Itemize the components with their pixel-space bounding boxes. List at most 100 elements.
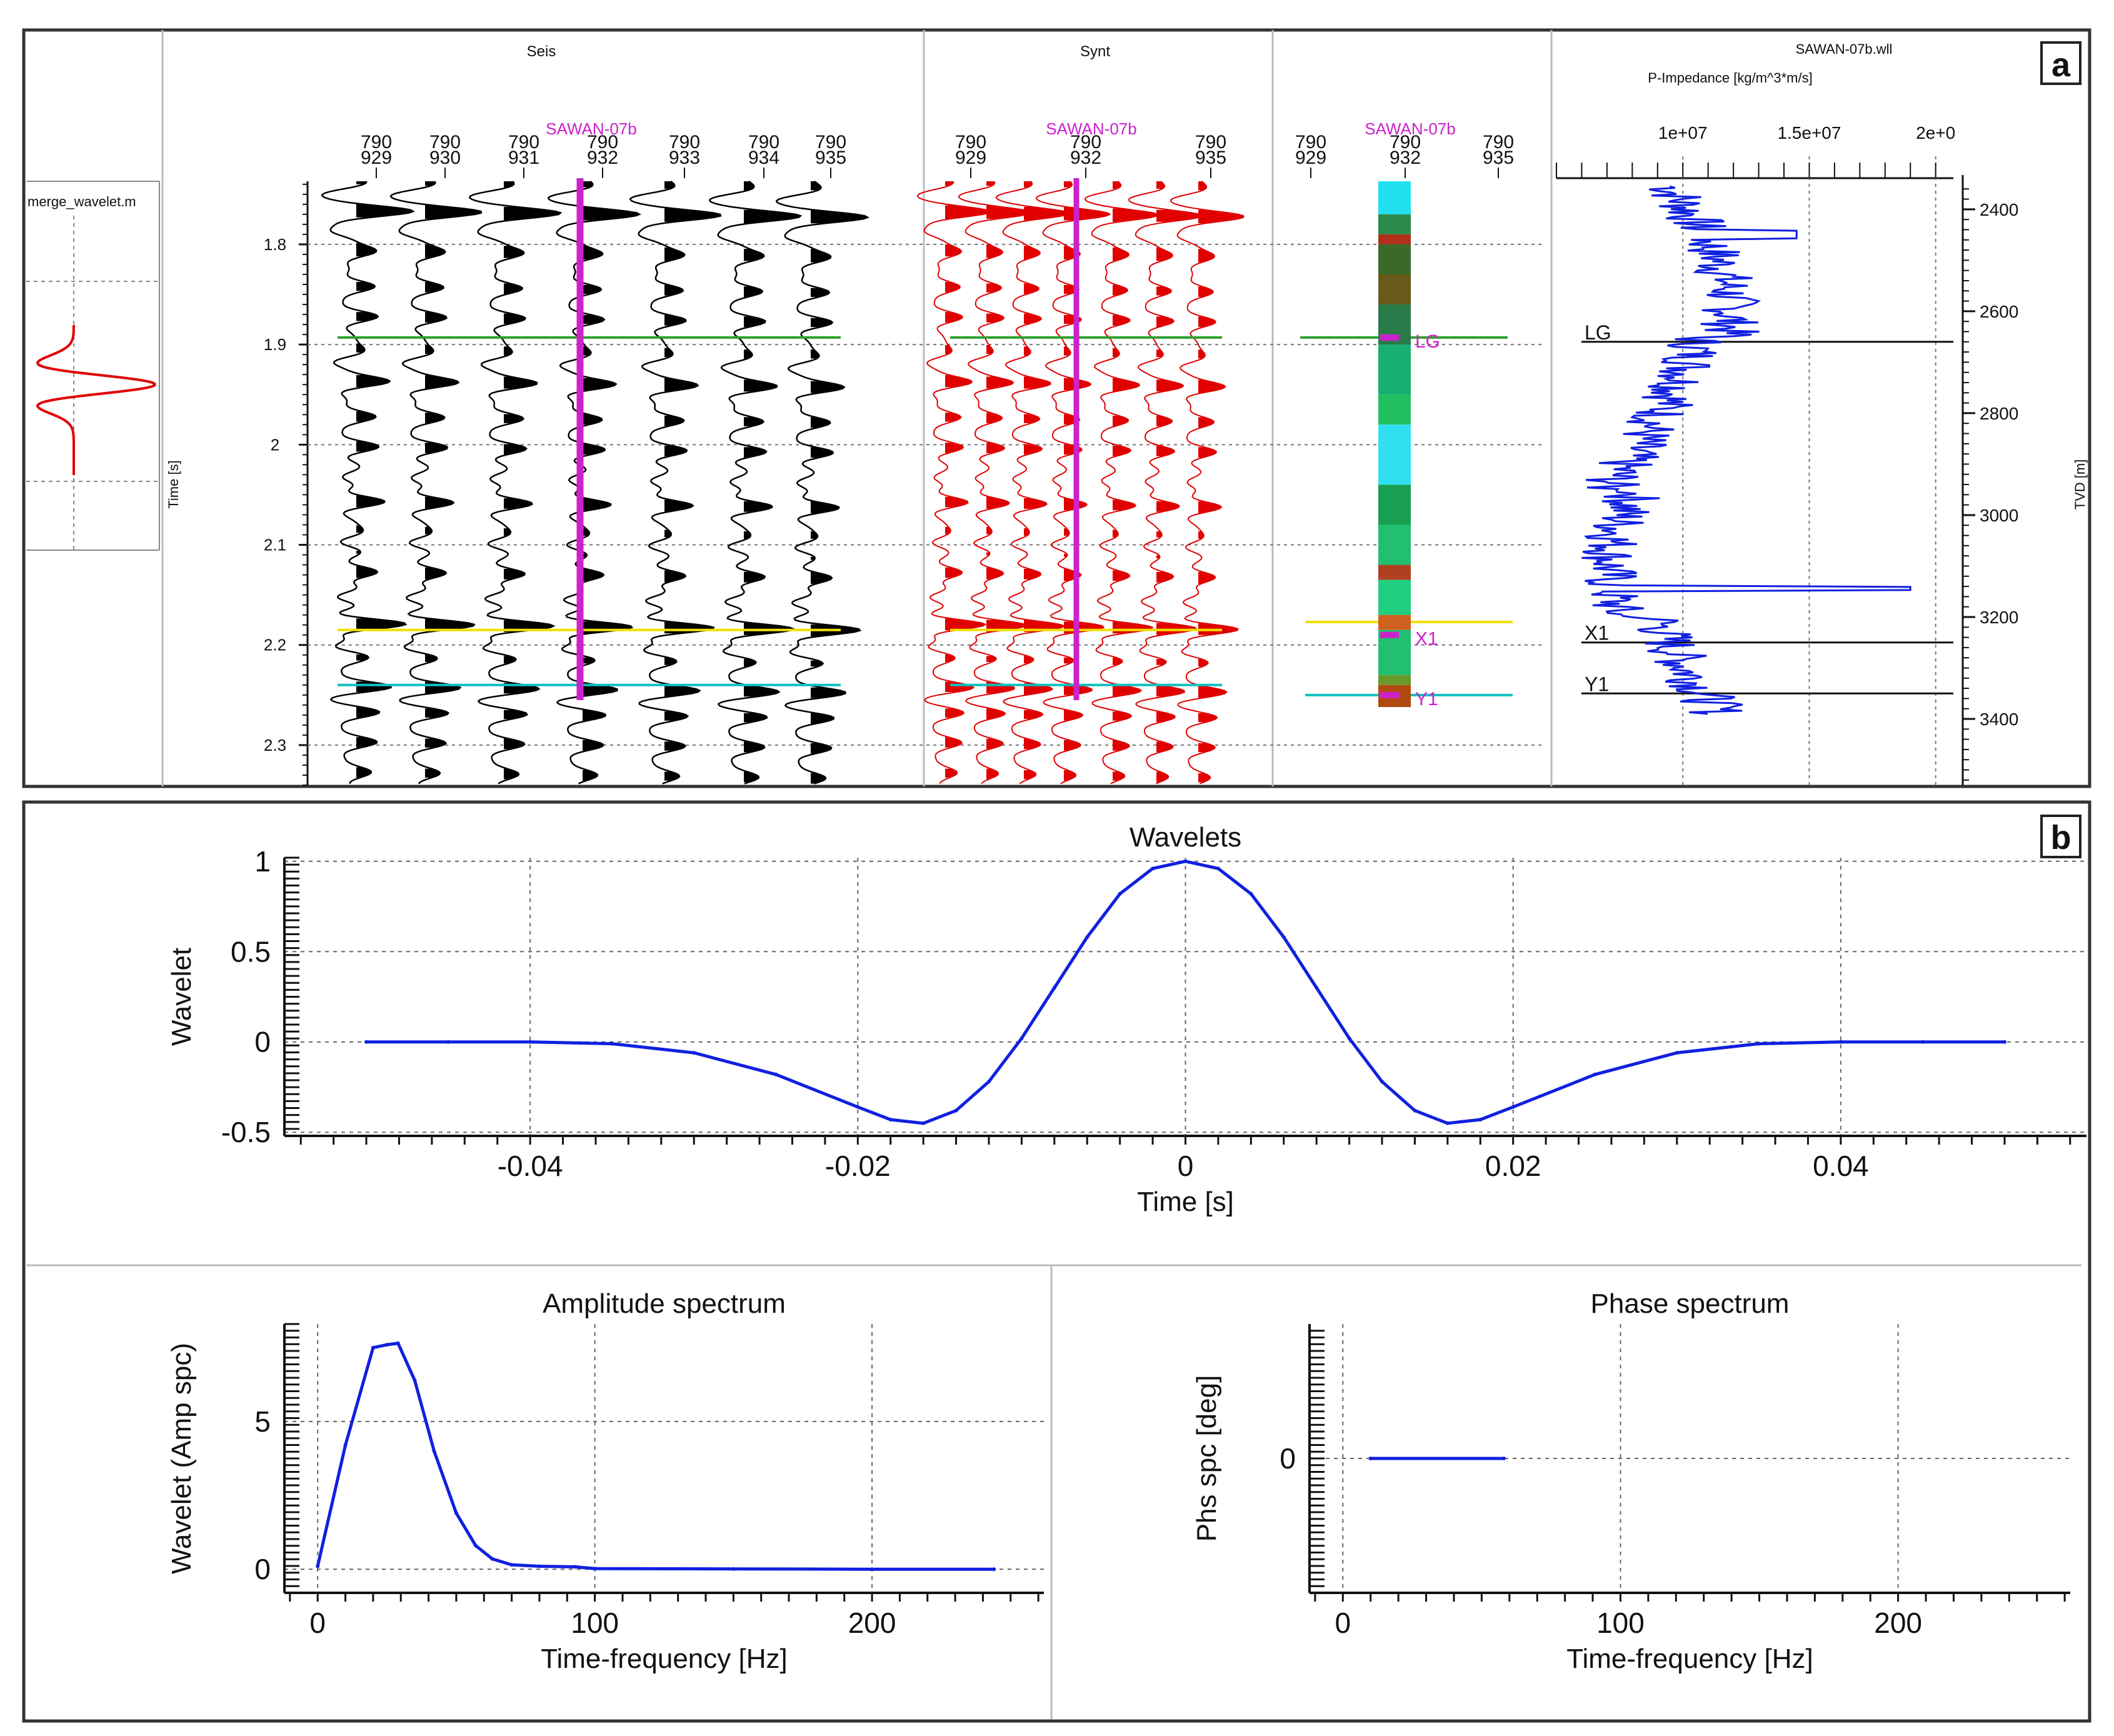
trace-fill: [744, 417, 764, 426]
trace-wiggle: [629, 181, 722, 785]
trace-fill: [744, 659, 756, 667]
x-tick-label: 0: [309, 1607, 326, 1639]
trace-fill: [811, 660, 823, 667]
well-marker-tick: [1380, 631, 1399, 638]
data-point: [1216, 866, 1220, 871]
phase-spectrum-chart: Phase spectrum 0 100 200 0 Time-frequency [Hz…: [1191, 1288, 2070, 1674]
trace-fill: [583, 414, 603, 425]
trace-fill: [356, 767, 371, 778]
trace-fill: [811, 556, 815, 560]
trace-wiggle: [1084, 181, 1159, 785]
well-marker-tick: [1380, 691, 1399, 698]
trace-fill: [945, 496, 968, 508]
trace-fill: [945, 768, 958, 778]
trace-fill: [356, 707, 379, 718]
y-tick-label: 1: [254, 845, 271, 878]
trace-fill: [811, 447, 833, 458]
trace-fill: [1064, 528, 1070, 536]
trace-fill: [1113, 284, 1128, 296]
litho-block: [1378, 394, 1411, 425]
mini-wavelet-panel: merge_wavelet.m: [26, 181, 160, 551]
trace-fill: [744, 249, 764, 261]
trace-fill: [1156, 415, 1173, 426]
data-point: [473, 1543, 478, 1548]
data-point: [343, 1443, 348, 1447]
data-point: [528, 1040, 533, 1044]
panel-a-label-box: [2040, 41, 2081, 85]
trace-fill: [1064, 181, 1073, 188]
trace-header-inline: 790: [429, 132, 461, 153]
litho-block: [1378, 181, 1411, 214]
time-tick-label: 2.2: [264, 636, 286, 655]
trace-fill: [1156, 741, 1173, 753]
trace-fill: [744, 349, 753, 359]
trace-fill: [1024, 770, 1036, 780]
y-axis-label: Wavelet: [166, 948, 197, 1046]
data-point: [446, 1040, 451, 1044]
log-subtitle: P-Impedance [kg/m^3*m/s]: [1648, 70, 1812, 86]
trace-header-inline: 790: [1483, 132, 1514, 153]
well-column-markers: LG X1 Y1: [1380, 331, 1440, 710]
trace-fill: [811, 209, 868, 224]
data-point: [921, 1121, 926, 1125]
wavelet-chart: Wavelets -0.04 -0.02 0 0.02 0.04 1 0.5 0 -0.5 Time…: [166, 822, 2086, 1217]
trace-fill: [1198, 249, 1215, 263]
trace-fill: [425, 654, 438, 662]
trace-fill: [356, 282, 375, 291]
x-tick-label: 200: [848, 1607, 896, 1639]
trace-fill: [986, 567, 1004, 580]
data-point: [1593, 1072, 1597, 1076]
trace-fill: [811, 349, 819, 359]
data-point: [1380, 1080, 1385, 1084]
trace-fill: [1024, 181, 1033, 188]
trace-fill: [1064, 770, 1076, 781]
trace-fill: [1024, 283, 1039, 294]
data-point: [1347, 1036, 1351, 1040]
data-point: [692, 1051, 696, 1055]
trace-fill: [1198, 181, 1207, 191]
depth-axis-label: TVD [m]: [2072, 459, 2088, 510]
trace-fill: [664, 657, 677, 665]
data-point: [537, 1564, 541, 1568]
data-point: [1838, 1040, 1843, 1044]
trace-fill: [504, 656, 516, 664]
trace-fill: [744, 531, 751, 539]
trace-fill: [504, 414, 524, 423]
trace-header-number: 932: [587, 148, 618, 168]
data-point: [731, 1567, 736, 1571]
trace-fill: [583, 444, 605, 455]
trace-fill: [504, 181, 514, 188]
trace-fill: [986, 181, 995, 186]
trace-fill: [811, 501, 839, 514]
trace-fill: [1024, 569, 1041, 580]
trace-fill: [1064, 346, 1071, 356]
data-point: [1675, 1051, 1679, 1055]
synt-title: Synt: [1080, 43, 1110, 60]
litho-block: [1378, 274, 1411, 305]
trace-fill: [945, 344, 952, 354]
trace-fill: [811, 181, 821, 191]
trace-fill: [986, 708, 1005, 720]
trace-fill: [1198, 349, 1205, 359]
trace-fill: [504, 444, 527, 455]
trace-fill: [1156, 379, 1184, 392]
trace-fill: [504, 710, 528, 720]
trace-fill: [744, 447, 767, 458]
data-point: [385, 1343, 389, 1347]
trace-fill: [1113, 570, 1130, 581]
trace-fill: [1024, 246, 1040, 259]
data-point: [870, 1567, 874, 1572]
trace-fill: [1113, 314, 1130, 326]
trace-header-number: 935: [815, 148, 846, 168]
log-x-ticks: 1e+07 1.5e+07 2e+0: [1556, 123, 1955, 785]
trace-fill: [986, 413, 1003, 423]
mini-wavelet-title: merge_wavelet.m: [28, 194, 136, 209]
trace-fill: [356, 312, 378, 321]
trace-fill: [583, 740, 604, 751]
trace-fill: [425, 413, 445, 423]
data-point: [610, 1041, 614, 1046]
y-tick-label: 0: [1280, 1442, 1296, 1475]
trace-fill: [425, 567, 446, 580]
trace-fill: [425, 181, 436, 186]
